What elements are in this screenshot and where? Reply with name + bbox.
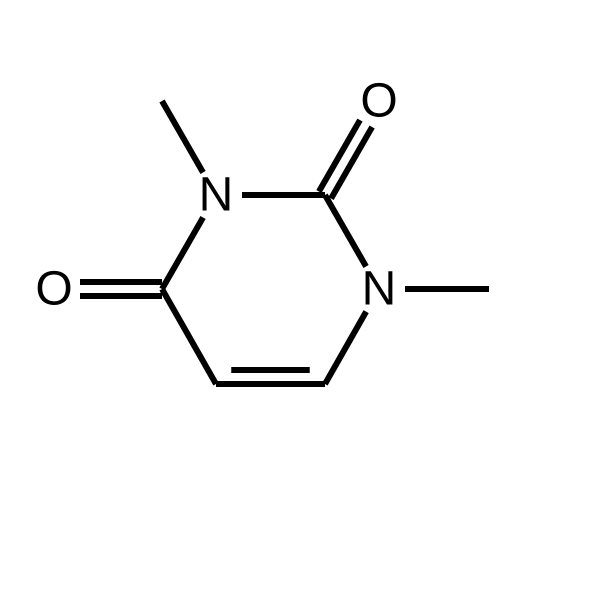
bond-line (325, 312, 366, 384)
atom-label-n3: N (199, 169, 234, 222)
bonds-group (80, 101, 489, 384)
atom-label-o4: O (35, 263, 72, 316)
bond-line (325, 195, 366, 266)
atom-label-n1: N (362, 263, 397, 316)
bond-line (162, 218, 203, 289)
atom-label-o2: O (360, 75, 397, 128)
bond-line (162, 101, 203, 172)
bond-line (162, 289, 216, 384)
molecule-diagram: N N O O (0, 0, 600, 600)
